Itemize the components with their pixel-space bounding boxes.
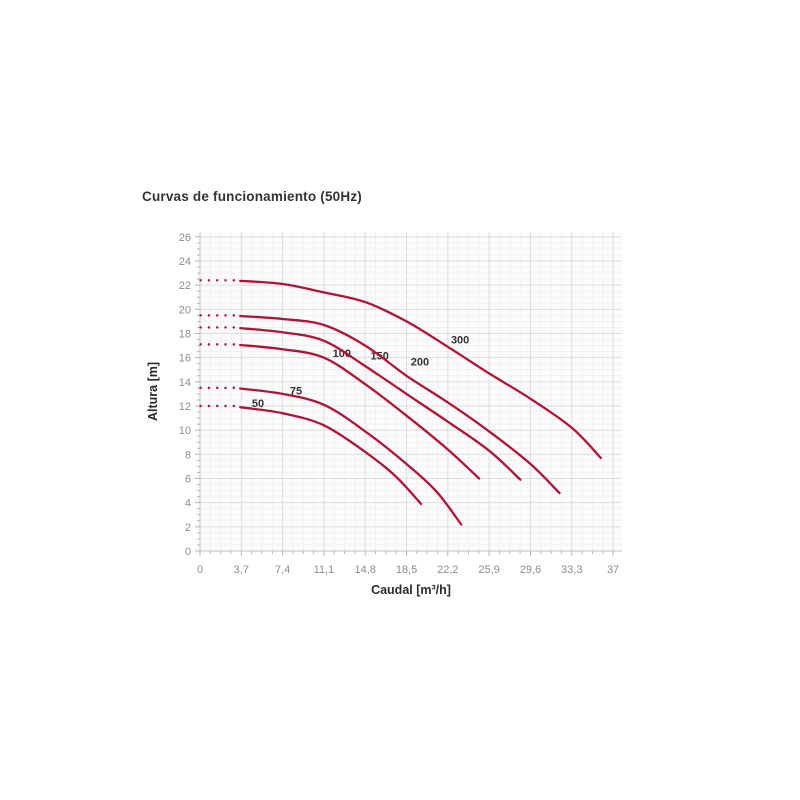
x-tick-label: 18,5	[396, 564, 417, 576]
y-tick-label: 8	[185, 449, 191, 461]
x-tick-label: 14,8	[355, 564, 376, 576]
x-tick-label: 3,7	[234, 564, 249, 576]
x-tick-label: 22,2	[437, 564, 458, 576]
y-axis-title: Altura [m]	[146, 362, 160, 421]
y-tick-label: 6	[185, 474, 191, 486]
curve-200	[239, 314, 561, 495]
y-tick-label: 0	[185, 546, 191, 558]
x-tick-label: 11,1	[314, 564, 335, 576]
curve-100	[239, 343, 481, 480]
y-tick-label: 2	[185, 522, 191, 534]
x-tick-label: 0	[197, 564, 203, 576]
curve-50	[239, 406, 423, 506]
x-tick-label: 29,6	[520, 564, 541, 576]
y-tick-label: 24	[179, 256, 191, 268]
x-tick-label: 7,4	[275, 564, 290, 576]
y-tick-label: 12	[179, 401, 191, 413]
curve-label-75: 75	[290, 385, 302, 397]
x-tick-label: 37	[607, 564, 619, 576]
curve-label-100: 100	[333, 348, 351, 360]
y-tick-label: 26	[179, 232, 191, 244]
y-tick-label: 18	[179, 329, 191, 341]
y-tick-label: 10	[179, 425, 191, 437]
curve-150	[239, 326, 522, 481]
y-tick-label: 22	[179, 280, 191, 292]
curve-300	[239, 279, 602, 460]
y-tick-label: 16	[179, 353, 191, 365]
curve-75	[239, 387, 463, 526]
y-tick-label: 14	[179, 377, 191, 389]
curve-label-300: 300	[451, 335, 469, 347]
y-tick-label: 20	[179, 304, 191, 316]
chart-title: Curvas de funcionamiento (50Hz)	[142, 189, 362, 204]
x-axis-title: Caudal [m³/h]	[371, 583, 451, 597]
curve-label-50: 50	[252, 398, 264, 410]
curve-label-200: 200	[411, 356, 429, 368]
y-tick-label: 4	[185, 498, 191, 510]
x-tick-label: 33,3	[561, 564, 582, 576]
x-tick-label: 25,9	[478, 564, 499, 576]
